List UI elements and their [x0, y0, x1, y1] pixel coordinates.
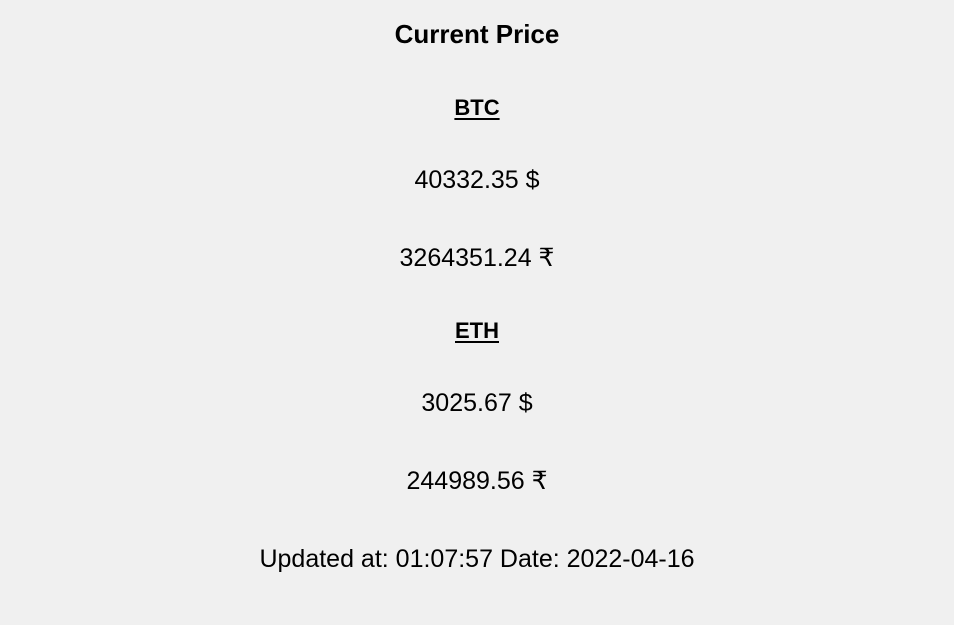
btc-usd-price: 40332.35 $ [414, 166, 540, 194]
btc-inr-price: 3264351.24 ₹ [399, 244, 555, 272]
eth-inr-price: 244989.56 ₹ [406, 467, 548, 495]
btc-symbol-label: BTC [454, 95, 500, 120]
eth-usd-price: 3025.67 $ [421, 389, 533, 417]
updated-timestamp: Updated at: 01:07:57 Date: 2022-04-16 [259, 545, 695, 573]
eth-symbol-label: ETH [455, 318, 499, 343]
page-title: Current Price [394, 19, 560, 49]
